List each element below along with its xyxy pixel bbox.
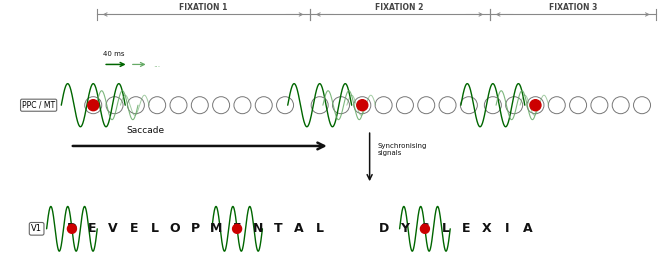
Text: PPC / MT: PPC / MT: [22, 101, 55, 110]
Ellipse shape: [88, 100, 99, 111]
Text: S: S: [420, 222, 430, 235]
Text: Saccade: Saccade: [127, 127, 165, 135]
Text: M: M: [210, 222, 222, 235]
Text: E: E: [233, 222, 241, 235]
Text: L: L: [316, 222, 324, 235]
Ellipse shape: [232, 224, 242, 233]
Text: L: L: [151, 222, 159, 235]
Text: FIXATION 1: FIXATION 1: [179, 3, 227, 12]
Text: A: A: [294, 222, 304, 235]
Text: Synchronising
signals: Synchronising signals: [378, 143, 427, 156]
Text: N: N: [252, 222, 263, 235]
Text: FIXATION 2: FIXATION 2: [376, 3, 424, 12]
Ellipse shape: [67, 224, 77, 233]
Text: E: E: [462, 222, 470, 235]
Text: L: L: [442, 222, 450, 235]
Text: 40 ms: 40 ms: [103, 50, 125, 57]
Text: A: A: [523, 222, 533, 235]
Text: V: V: [109, 222, 118, 235]
Text: FIXATION 3: FIXATION 3: [549, 3, 597, 12]
Text: E: E: [130, 222, 138, 235]
Ellipse shape: [420, 224, 430, 233]
Text: Y: Y: [400, 222, 409, 235]
Text: E: E: [89, 222, 97, 235]
Ellipse shape: [530, 100, 541, 111]
Text: V1: V1: [31, 224, 42, 233]
Text: T: T: [274, 222, 282, 235]
Text: P: P: [191, 222, 200, 235]
Text: D: D: [378, 222, 389, 235]
Text: O: O: [170, 222, 180, 235]
Text: X: X: [482, 222, 492, 235]
Ellipse shape: [357, 100, 368, 111]
Text: D: D: [67, 222, 77, 235]
Text: I: I: [505, 222, 509, 235]
Text: ...: ...: [153, 60, 161, 69]
